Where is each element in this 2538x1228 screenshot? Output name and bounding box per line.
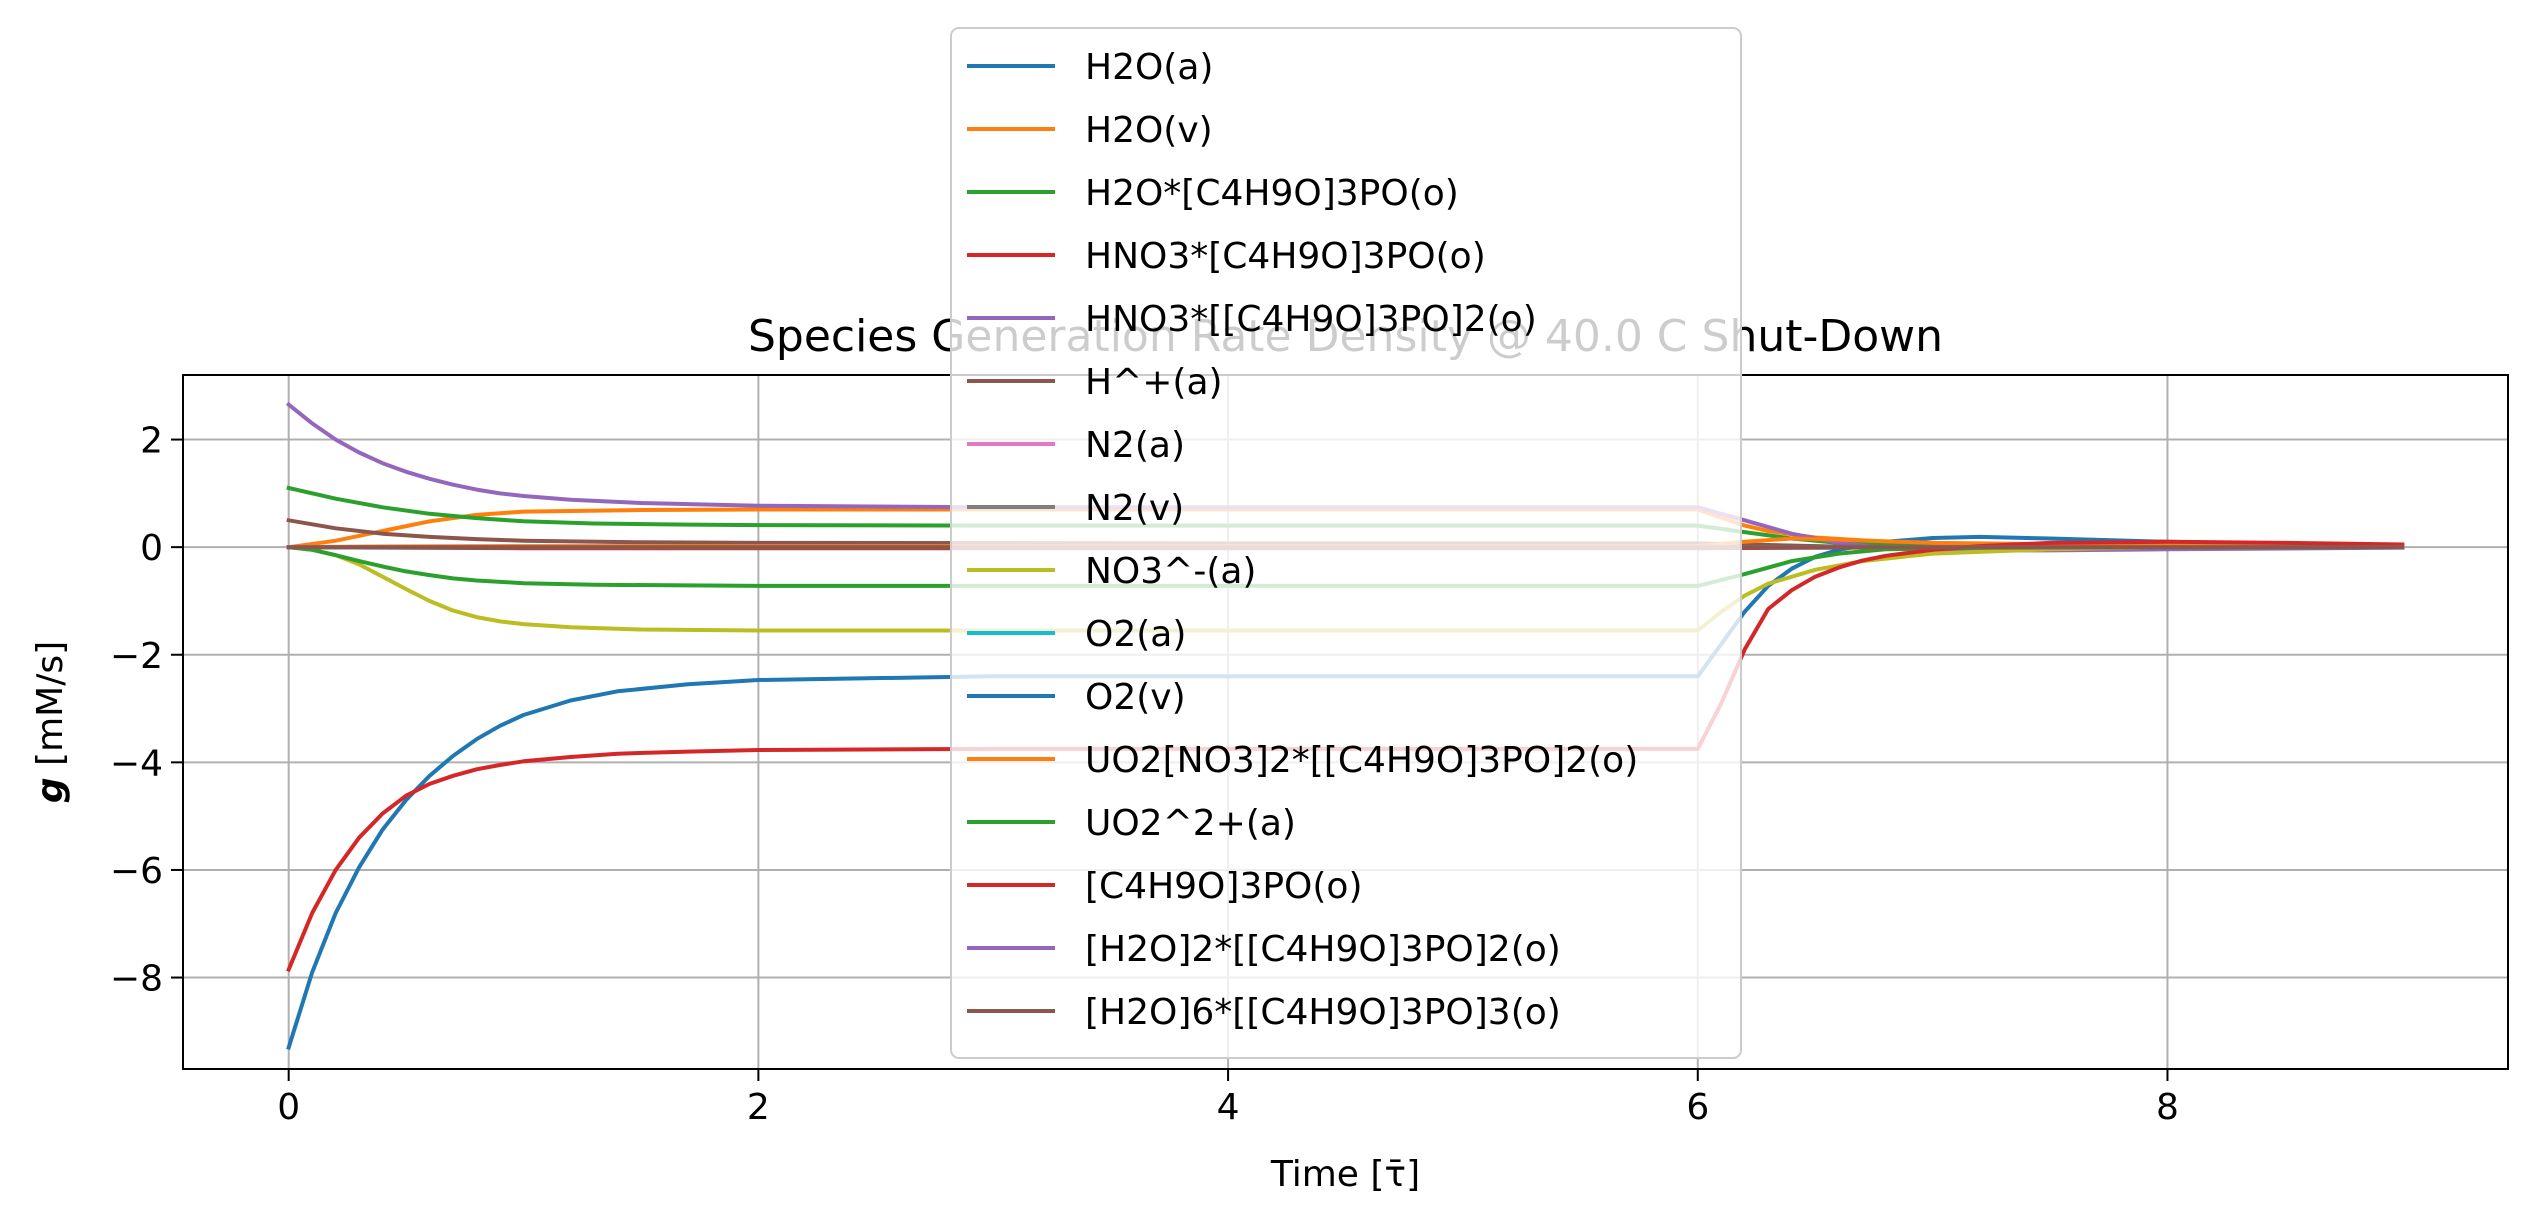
y-tick-label: −4 xyxy=(110,743,163,784)
y-axis-label-unit: [mM/s] xyxy=(30,641,71,778)
x-tick-label: 2 xyxy=(747,1087,770,1128)
legend-entry: [H2O]6*[[C4H9O]3PO]3(o) xyxy=(1085,992,1561,1033)
x-axis-label: Time [τ̄] xyxy=(1270,1154,1420,1195)
legend-entry: HNO3*[[C4H9O]3PO]2(o) xyxy=(1085,299,1537,340)
legend-entry: UO2[NO3]2*[[C4H9O]3PO]2(o) xyxy=(1085,740,1638,781)
legend-entry: UO2^2+(a) xyxy=(1085,803,1296,844)
legend-entry: H2O(a) xyxy=(1085,47,1213,88)
x-tick-label: 8 xyxy=(2156,1087,2179,1128)
x-tick-label: 4 xyxy=(1217,1087,1240,1128)
legend-entry: NO3^-(a) xyxy=(1085,551,1256,592)
x-tick-label: 0 xyxy=(277,1087,300,1128)
legend-entry: [H2O]2*[[C4H9O]3PO]2(o) xyxy=(1085,929,1561,970)
legend-box xyxy=(950,27,1742,1059)
axis-ticks: 0 2 4 6 8 −8 −6 −4 −2 0 2 xyxy=(110,421,2179,1128)
y-tick-label: −2 xyxy=(110,636,163,677)
y-tick-label: 2 xyxy=(140,421,163,462)
y-tick-label: 0 xyxy=(140,528,163,569)
legend-entry: N2(v) xyxy=(1085,488,1184,529)
legend-entry: O2(v) xyxy=(1085,677,1186,718)
y-axis-label-symbol: g xyxy=(30,777,71,803)
legend-entry: H2O*[C4H9O]3PO(o) xyxy=(1085,173,1459,214)
y-axis-label: g [mM/s] xyxy=(30,641,71,803)
legend: H2O(a) H2O(v) H2O*[C4H9O]3PO(o) HNO3*[C4H9O… xyxy=(950,27,1742,1059)
legend-entry: N2(a) xyxy=(1085,425,1185,466)
legend-entry: H^+(a) xyxy=(1085,362,1223,403)
y-tick-label: −8 xyxy=(110,959,163,1000)
y-tick-label: −6 xyxy=(110,851,163,892)
legend-entry: H2O(v) xyxy=(1085,110,1213,151)
legend-entry: [C4H9O]3PO(o) xyxy=(1085,866,1363,907)
legend-entry: O2(a) xyxy=(1085,614,1186,655)
legend-entry: HNO3*[C4H9O]3PO(o) xyxy=(1085,236,1486,277)
x-tick-label: 6 xyxy=(1686,1087,1709,1128)
series-line-13 xyxy=(286,544,2405,588)
